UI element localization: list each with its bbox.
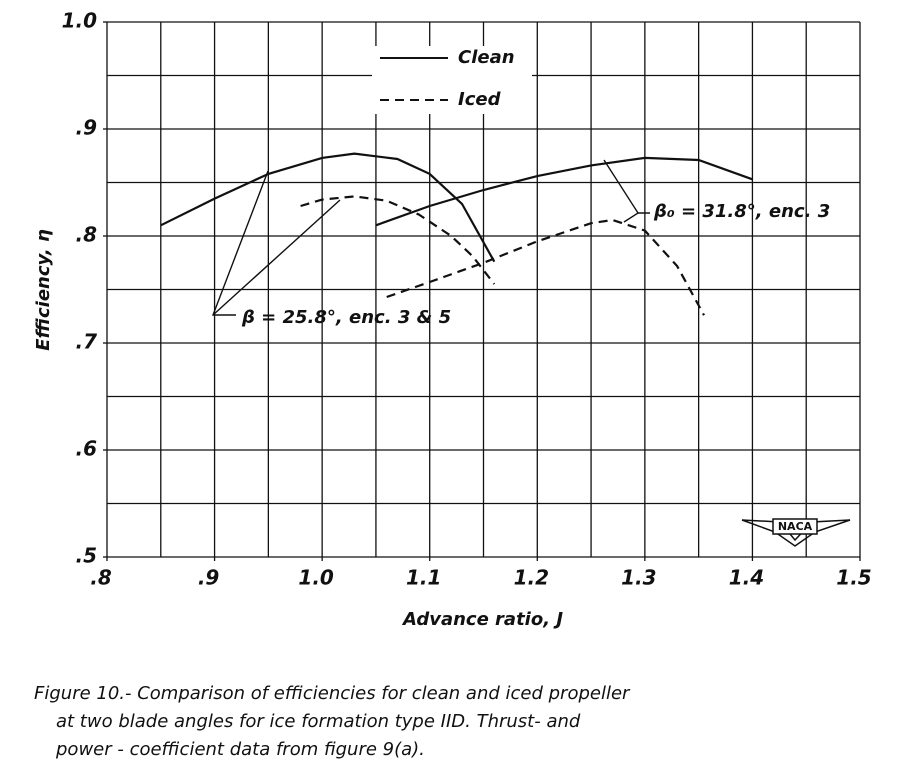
caption-line: power - coefficient data from figure 9(a…: [55, 739, 425, 760]
x-tick-label: .9: [198, 566, 220, 590]
legend-label: Iced: [458, 89, 502, 110]
y-tick-label: 1.0: [62, 9, 98, 33]
leader-line: [212, 199, 341, 316]
y-tick-label: .5: [75, 544, 97, 568]
logo-text: NACA: [778, 520, 813, 533]
y-tick-label: .9: [75, 116, 97, 140]
plot: .8 .9 1.0 1.1 1.2 1.3 1.4 1.5 .5 .6 .7 .8 .9 1.0 Clean…: [62, 9, 872, 590]
leader-lines: [211, 159, 650, 316]
x-tick-label: .8: [90, 566, 112, 590]
logo-box: [772, 518, 818, 535]
caption-line: at two blade angles for ice formation ty…: [56, 711, 581, 732]
series-line: [160, 152, 753, 263]
annotation: β₀ = 31.8°, enc. 3: [653, 201, 830, 222]
x-tick-label: 1.1: [406, 566, 441, 590]
leader-line: [603, 159, 650, 214]
y-tick-label: .6: [75, 437, 97, 461]
x-tick-label: 1.2: [514, 566, 549, 590]
y-axis-label: Efficiency, η: [33, 229, 54, 351]
y-tick-label: .7: [75, 330, 97, 354]
series-line: [300, 195, 705, 316]
x-axis-label: Advance ratio, J: [401, 609, 563, 630]
logo: NACA: [741, 518, 851, 547]
y-tick-label: .8: [75, 223, 97, 247]
annotation: β = 25.8°, enc. 3 & 5: [241, 307, 451, 328]
x-tick-label: 1.4: [729, 566, 764, 590]
x-tick-label: 1.3: [621, 566, 656, 590]
x-tick-label: 1.0: [298, 566, 334, 590]
caption-line: Figure 10.- Comparison of efficiencies f…: [34, 683, 631, 704]
x-tick-label: 1.5: [836, 566, 871, 590]
leader-line: [623, 212, 639, 223]
legend-label: Clean: [458, 47, 515, 68]
leader-line: [211, 170, 269, 316]
